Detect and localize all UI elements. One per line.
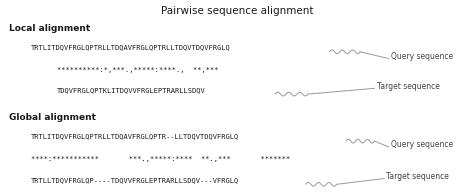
Text: Target sequence: Target sequence [386, 172, 449, 181]
Text: Global alignment: Global alignment [9, 113, 97, 122]
Text: Query sequence: Query sequence [391, 141, 453, 149]
Text: Target sequence: Target sequence [377, 82, 440, 91]
Text: **********:*,***.,*****:****.,  **,***: **********:*,***.,*****:****., **,*** [57, 67, 219, 73]
Text: ****:***********       ***.,*****:****  **.,***       *******: ****:*********** ***.,*****:**** **.,***… [31, 156, 290, 162]
Text: TRTLITDQVFRGLQPTRLLTDQAVFRGLQPTRLLTDQVTDQVFRGLQ: TRTLITDQVFRGLQPTRLLTDQAVFRGLQPTRLLTDQVTD… [31, 44, 230, 50]
Text: Local alignment: Local alignment [9, 24, 91, 33]
Text: Pairwise sequence alignment: Pairwise sequence alignment [161, 6, 313, 16]
Text: TDQVFRGLQPTKLITDQVVFRGLEPTRARLLSDQV: TDQVFRGLQPTKLITDQVVFRGLEPTRARLLSDQV [57, 87, 206, 93]
Text: TRTLITDQVFRGLQPTRLLTDQAVFRGLQPTR--LLTDQVTDQVFRGLQ: TRTLITDQVFRGLQPTRLLTDQAVFRGLQPTR--LLTDQV… [31, 133, 239, 139]
Text: Query sequence: Query sequence [391, 52, 453, 61]
Text: TRTLLTDQVFRGLQP----TDQVVFRGLEPTRARLLSDQV---VFRGLQ: TRTLLTDQVFRGLQP----TDQVVFRGLEPTRARLLSDQV… [31, 178, 239, 184]
